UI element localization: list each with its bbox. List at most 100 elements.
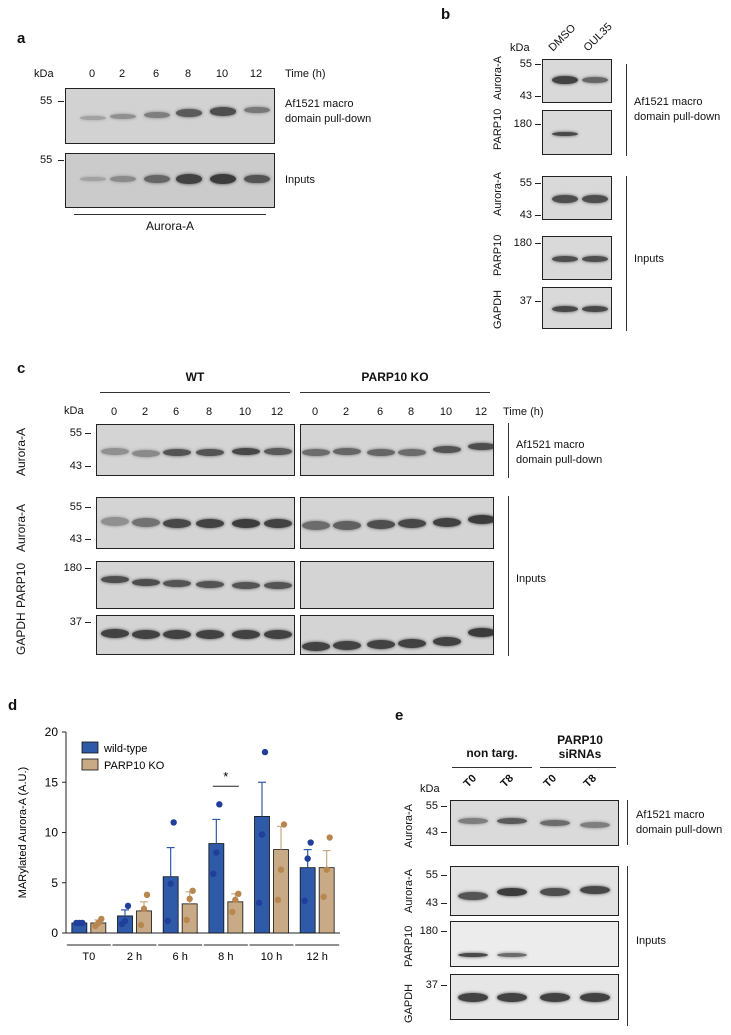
protein-band <box>333 640 361 650</box>
protein-band <box>144 175 170 183</box>
pulldown-bracket <box>626 64 627 156</box>
kda-label: kDa <box>420 783 440 795</box>
data-point <box>98 915 105 923</box>
time-label: 6 <box>376 406 384 418</box>
mw-tick <box>85 539 91 540</box>
mw-marker: 55 <box>519 58 532 70</box>
legend-swatch <box>81 741 99 754</box>
mw-tick <box>85 433 91 434</box>
mw-marker-55: 55 <box>40 95 53 107</box>
mw-tick <box>441 832 447 833</box>
time-label: 10 <box>439 406 453 418</box>
data-point <box>167 880 174 887</box>
kda-label: kDa <box>64 405 84 417</box>
bar <box>273 849 289 934</box>
protein-band <box>210 107 236 116</box>
time-label: 10 <box>215 68 229 80</box>
row-label-aurora-a: Aurora-A <box>403 803 415 848</box>
data-point <box>189 887 196 894</box>
protein-band <box>101 447 129 455</box>
protein-band <box>580 822 610 828</box>
protein-band <box>552 306 578 312</box>
protein-band <box>232 581 260 589</box>
blot-strip-wt <box>96 561 295 609</box>
protein-band <box>196 629 224 639</box>
data-point <box>323 866 330 873</box>
protein-band <box>458 953 488 957</box>
kda-label: kDa <box>34 68 54 80</box>
time-label: 8 <box>184 68 192 80</box>
data-point <box>277 866 285 873</box>
row-label-parp10: PARP10 <box>403 925 415 967</box>
mw-tick <box>58 101 64 102</box>
legend-label: PARP10 KO <box>104 760 165 772</box>
protein-band <box>367 519 395 529</box>
protein-band <box>433 636 461 646</box>
row-label-aurora-a: Aurora-A <box>14 503 28 552</box>
protein-band <box>552 131 578 136</box>
blot-strip-ko <box>300 561 494 609</box>
data-point <box>79 919 86 927</box>
inputs-label: Inputs <box>634 253 664 265</box>
data-point <box>307 839 314 846</box>
row-label-parp10: PARP10 <box>492 234 504 276</box>
protein-band <box>232 447 260 455</box>
blot-strip <box>542 176 612 220</box>
protein-band <box>196 518 224 528</box>
y-axis-title: MARylated Aurora-A (A.U.) <box>17 767 29 898</box>
mw-marker: 43 <box>425 826 438 838</box>
y-tick-label: 15 <box>45 775 59 789</box>
kda-label: kDa <box>510 42 530 54</box>
panel-a-label: a <box>17 30 26 47</box>
data-point <box>326 834 333 841</box>
mw-tick <box>535 96 541 97</box>
mw-tick <box>535 183 541 184</box>
time-label: 0 <box>88 68 96 80</box>
mw-tick <box>535 124 541 125</box>
protein-band <box>540 888 570 896</box>
protein-band <box>468 627 493 637</box>
protein-band <box>101 516 129 526</box>
protein-band <box>132 449 160 457</box>
protein-band <box>582 195 608 203</box>
protein-band <box>367 448 395 456</box>
protein-band <box>580 886 610 894</box>
blot-strip-ko <box>300 497 494 549</box>
x-tick-label: 8 h <box>218 951 233 963</box>
mw-marker: 180 <box>513 118 532 130</box>
inputs-bracket <box>627 866 628 1026</box>
mw-marker: 43 <box>519 209 532 221</box>
panel-c-label: c <box>17 360 26 377</box>
time-label: 0 <box>311 406 319 418</box>
x-tick-label: 6 h <box>173 951 188 963</box>
legend-swatch <box>81 758 99 771</box>
protein-band <box>582 306 608 312</box>
mw-marker: 43 <box>69 460 82 472</box>
row-label-aurora-a: Aurora-A <box>403 868 415 913</box>
blot-strip <box>542 236 612 280</box>
time-label: 8 <box>407 406 415 418</box>
blot-strip <box>450 921 619 967</box>
y-tick-label: 10 <box>45 826 59 840</box>
protein-band <box>302 448 330 456</box>
protein-band <box>264 581 292 589</box>
protein-band <box>398 448 426 456</box>
lane-label-oul35: OUL35 <box>581 20 615 54</box>
mw-tick <box>58 160 64 161</box>
protein-band <box>244 106 270 114</box>
mw-marker: 55 <box>69 427 82 439</box>
significance-star: * <box>223 769 228 784</box>
blot-strip <box>450 866 619 916</box>
protein-band <box>176 109 202 118</box>
data-point <box>320 893 327 901</box>
blot-strip-wt <box>96 497 295 549</box>
time-label: 12 <box>249 68 263 80</box>
mw-marker: 55 <box>69 501 82 513</box>
blot-strip <box>542 287 612 329</box>
protein-band <box>132 578 160 586</box>
mw-marker: 180 <box>63 562 82 574</box>
row-label-gapdh: GAPDH <box>403 983 415 1023</box>
x-tick-label: 2 h <box>127 951 142 963</box>
data-point <box>229 908 236 916</box>
mw-marker: 180 <box>419 925 438 937</box>
